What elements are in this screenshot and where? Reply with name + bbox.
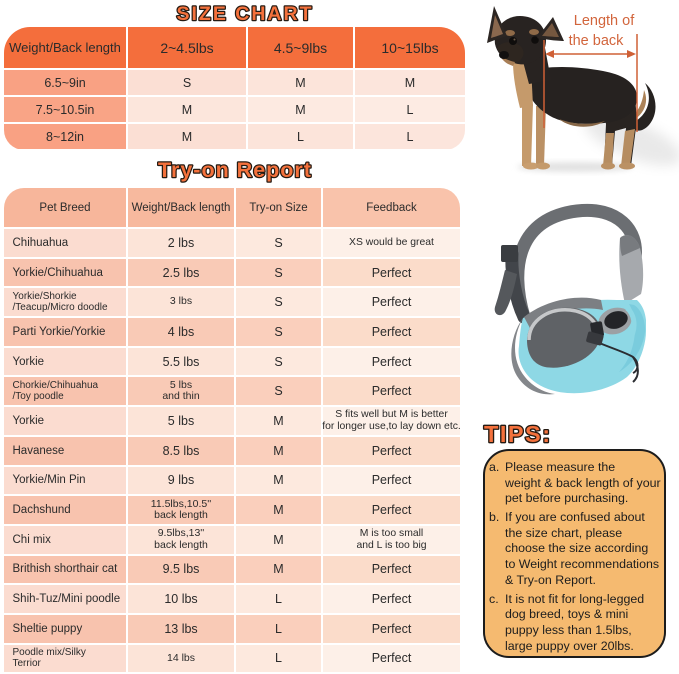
svg-text:Try-on Report: Try-on Report: [158, 158, 312, 182]
svg-text:SIZE CHART: SIZE CHART: [177, 3, 314, 25]
svg-text:the back: the back: [569, 33, 625, 49]
svg-text:Length of: Length of: [574, 13, 635, 29]
svg-text:TIPS:: TIPS:: [484, 421, 552, 447]
